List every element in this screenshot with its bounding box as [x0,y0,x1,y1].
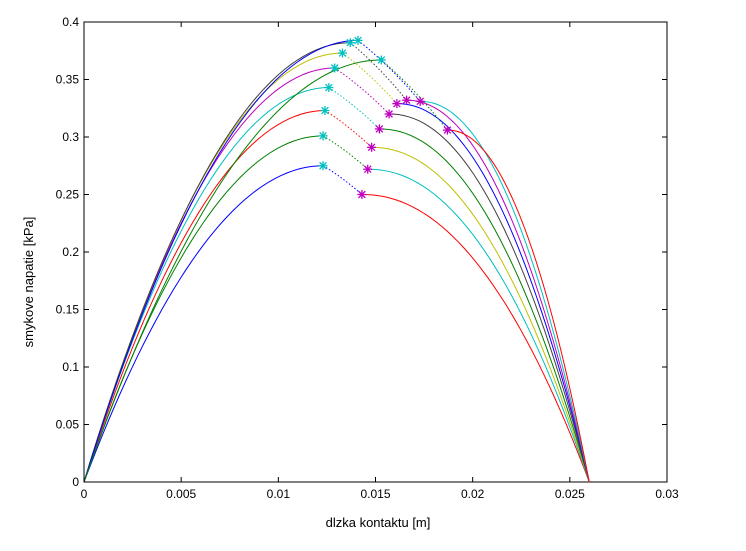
peak-marker [330,63,340,73]
break-marker [442,125,452,135]
y-tick-label: 0.3 [62,130,79,144]
x-tick-label: 0 [81,487,88,501]
peak-marker [318,161,328,171]
peak-marker [345,38,355,48]
series-drop-line [334,67,390,115]
series-drop-line [357,40,421,102]
x-tick-label: 0.005 [166,487,196,501]
y-tick-label: 0.35 [56,73,80,87]
ticks-layer: 0 0.005 0.01 0.015 0.02 0.025 0.03 0 0.05 0.1 0.15… [56,15,679,501]
plot-area [83,21,668,483]
series-rise-line [83,165,324,483]
peak-marker [324,83,334,93]
x-tick-label: 0.015 [360,487,390,501]
series-fall-line [396,103,590,483]
series-drop-line [342,52,398,104]
x-tick-label: 0.01 [267,487,291,501]
series-rise-line [83,42,351,483]
series-fall-line [371,146,590,483]
x-tick-label: 0.03 [655,487,679,501]
series-drop-line [381,59,448,131]
break-marker [384,109,394,119]
series-layer [83,39,590,483]
axes-frame [83,21,668,483]
series-drop-line [322,165,363,195]
break-marker [374,124,384,134]
break-marker [392,99,402,109]
y-tick-label: 0.2 [62,245,79,259]
x-tick-label: 0.025 [555,487,585,501]
y-tick-label: 0.05 [56,418,80,432]
break-marker [415,96,425,106]
break-marker [402,95,412,105]
series-drop-line [322,135,369,170]
break-marker [357,190,367,199]
series-fall-line [367,168,590,483]
y-tick-label: 0.4 [62,15,79,29]
series-fall-line [361,194,590,483]
x-axis-label: dlzka kontaktu [m] [326,515,431,530]
series-fall-line [389,113,590,483]
peak-marker [318,131,328,141]
break-marker [363,164,373,174]
x-tick-label: 0.02 [461,487,485,501]
y-tick-label: 0.25 [56,188,80,202]
series-rise-line [83,110,325,483]
series-drop-line [324,110,372,148]
series-drop-line [328,87,380,130]
y-axis-label: smykove napatie [kPa] [21,217,36,348]
series-fall-line [447,129,590,483]
series-fall-line [406,99,590,483]
break-marker [367,142,377,152]
series-fall-line [420,100,590,483]
peak-marker [320,106,330,116]
peak-marker [337,48,347,58]
y-tick-label: 0.1 [62,360,79,374]
marker-layer [318,35,452,199]
peak-marker [353,35,363,45]
series-fall-line [379,128,590,483]
series-rise-line [83,39,359,483]
y-tick-label: 0 [72,475,79,489]
y-tick-label: 0.15 [56,303,80,317]
peak-marker [376,55,386,65]
